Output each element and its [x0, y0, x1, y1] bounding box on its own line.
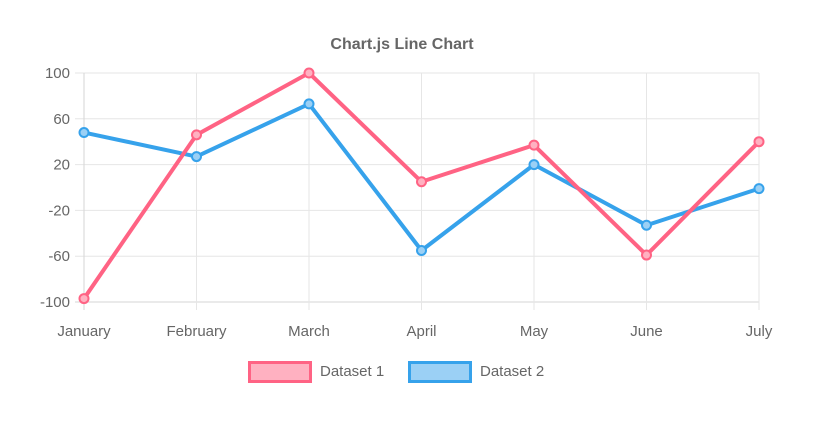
data-point-dataset-1 [641, 249, 652, 261]
y-tick-label: 20 [53, 157, 70, 174]
chart-legend: Dataset 1 Dataset 2 [0, 361, 828, 385]
legend-swatch-dataset-1 [248, 361, 312, 383]
legend-item-dataset-1[interactable]: Dataset 1 [248, 361, 384, 383]
x-tick-label: June [630, 323, 663, 340]
x-tick-label: July [746, 323, 773, 340]
data-point-dataset-2 [641, 219, 652, 231]
data-point-dataset-1 [191, 129, 202, 141]
legend-label-dataset-1: Dataset 1 [320, 363, 385, 380]
data-point-dataset-2 [528, 159, 540, 171]
legend-swatch-dataset-2 [408, 361, 472, 383]
data-point-dataset-2 [191, 151, 202, 163]
data-point-dataset-1 [303, 67, 315, 79]
legend-label-dataset-2: Dataset 2 [480, 363, 545, 380]
data-point-dataset-1 [528, 139, 540, 151]
data-point-dataset-1 [416, 176, 427, 188]
data-point-dataset-1 [753, 136, 765, 148]
data-point-dataset-1 [78, 293, 90, 305]
data-point-dataset-2 [78, 127, 90, 139]
y-tick-label: -60 [48, 248, 70, 265]
y-tick-label: 60 [53, 111, 70, 128]
y-tick-label: -100 [40, 294, 70, 311]
data-point-dataset-2 [753, 183, 765, 195]
y-tick-label: 100 [45, 65, 70, 82]
chart-title: Chart.js Line Chart [330, 36, 474, 53]
y-tick-label: -20 [48, 202, 70, 219]
legend-item-dataset-2[interactable]: Dataset 2 [408, 361, 544, 383]
x-tick-label: April [406, 323, 436, 340]
data-point-dataset-2 [303, 98, 315, 110]
x-tick-label: February [166, 323, 227, 340]
data-point-dataset-2 [416, 244, 427, 256]
x-tick-label: January [57, 323, 111, 340]
x-tick-label: March [288, 323, 330, 340]
x-tick-label: May [520, 323, 549, 340]
